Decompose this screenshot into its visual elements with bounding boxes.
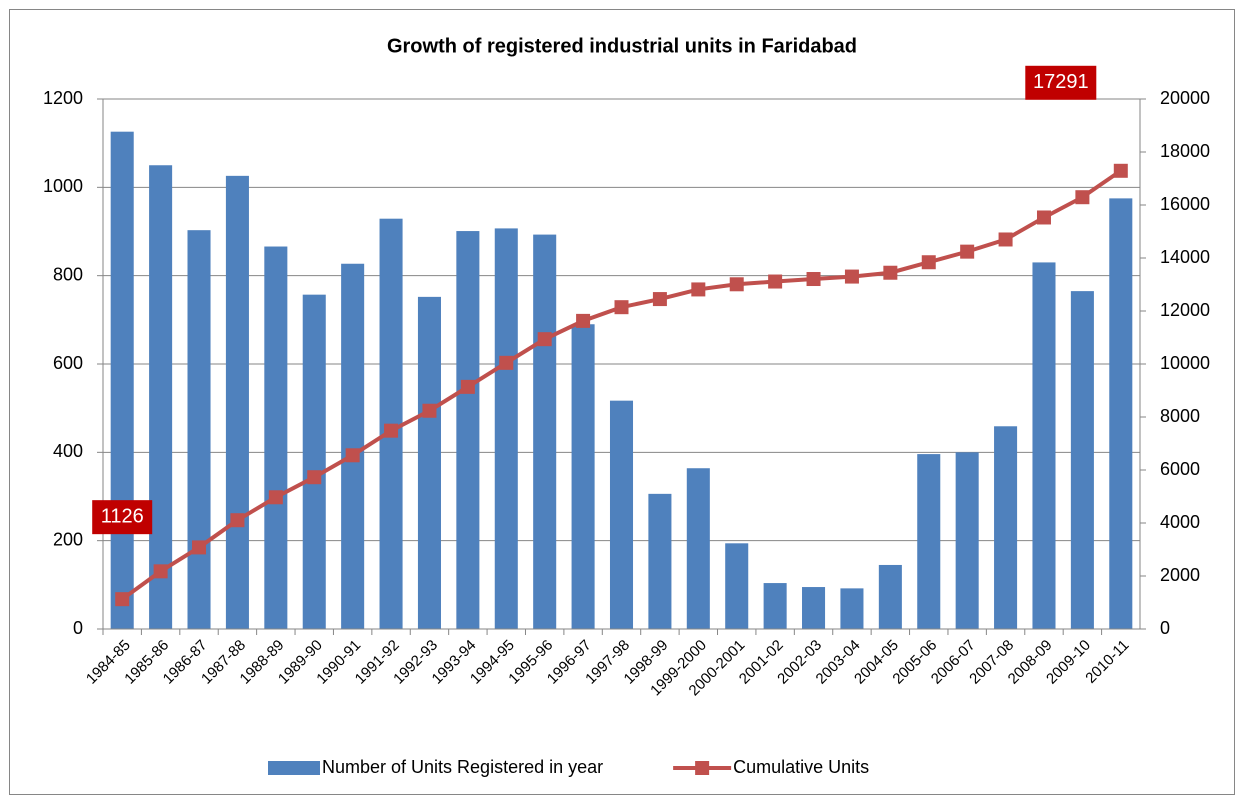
line-marker xyxy=(499,355,514,370)
line-marker xyxy=(1036,210,1051,225)
bar xyxy=(1109,198,1133,629)
line-marker xyxy=(960,244,975,259)
line-marker xyxy=(1075,190,1090,205)
bar xyxy=(609,400,634,629)
line-marker xyxy=(729,277,744,292)
data-label-box xyxy=(1025,65,1097,100)
bar xyxy=(725,543,749,629)
bar xyxy=(264,246,288,629)
bar xyxy=(341,263,365,629)
bar xyxy=(456,231,480,629)
y2-tick-label: 4000 xyxy=(1160,512,1200,532)
bar xyxy=(840,588,864,629)
bar xyxy=(878,564,902,629)
y-tick-label: 800 xyxy=(53,264,83,284)
line-marker xyxy=(576,313,591,328)
bar xyxy=(302,294,326,629)
y-tick-label: 1000 xyxy=(43,176,83,196)
line-marker xyxy=(422,403,437,418)
bar xyxy=(149,165,173,629)
bar xyxy=(917,454,941,629)
line-marker xyxy=(268,490,283,505)
y2-tick-label: 20000 xyxy=(1160,88,1210,108)
y2-tick-label: 0 xyxy=(1160,618,1170,638)
y2-tick-label: 18000 xyxy=(1160,141,1210,161)
line-marker xyxy=(307,470,322,485)
y2-tick-label: 16000 xyxy=(1160,194,1210,214)
y-tick-label: 1200 xyxy=(43,88,83,108)
y2-tick-label: 2000 xyxy=(1160,565,1200,585)
data-label: 1126 xyxy=(101,505,144,527)
legend-label: Number of Units Registered in year xyxy=(322,757,603,777)
bar xyxy=(955,452,979,629)
bar xyxy=(110,131,134,629)
bar xyxy=(802,587,826,629)
line-marker xyxy=(537,332,552,347)
legend-label: Cumulative Units xyxy=(733,757,869,777)
chart-title: Growth of registered industrial units in… xyxy=(387,35,857,57)
bar xyxy=(417,296,441,629)
bar xyxy=(225,175,249,629)
line-marker xyxy=(192,540,207,555)
bar xyxy=(686,468,710,629)
data-label: 17291 xyxy=(1033,71,1089,93)
y2-tick-label: 14000 xyxy=(1160,247,1210,267)
y2-tick-label: 8000 xyxy=(1160,406,1200,426)
bar xyxy=(571,324,595,629)
line-marker xyxy=(384,423,399,438)
data-label-box xyxy=(92,500,153,535)
bar xyxy=(994,426,1018,629)
bar xyxy=(1070,291,1094,629)
legend-marker xyxy=(695,761,710,775)
y-tick-label: 0 xyxy=(73,618,83,638)
line-marker xyxy=(1113,163,1128,178)
bar xyxy=(494,228,518,630)
line-marker xyxy=(844,269,859,284)
bar xyxy=(763,583,787,629)
y2-tick-label: 6000 xyxy=(1160,459,1200,479)
line-marker xyxy=(115,592,130,607)
y-tick-label: 200 xyxy=(53,529,83,549)
bar xyxy=(1032,262,1056,629)
line-marker xyxy=(345,448,360,463)
y-tick-label: 400 xyxy=(53,441,83,461)
line-marker xyxy=(153,564,168,579)
line-marker xyxy=(691,282,706,297)
line-marker xyxy=(614,300,629,315)
bar xyxy=(533,234,557,629)
bar xyxy=(648,493,672,629)
line-marker xyxy=(998,232,1013,247)
line-marker xyxy=(652,292,667,307)
bar xyxy=(187,230,211,630)
line-marker xyxy=(460,379,475,394)
legend-swatch xyxy=(268,761,320,775)
line-marker xyxy=(883,265,898,280)
line-marker xyxy=(230,513,245,528)
line-marker xyxy=(768,274,783,289)
y-tick-label: 600 xyxy=(53,353,83,373)
y2-tick-label: 10000 xyxy=(1160,353,1210,373)
line-marker xyxy=(921,255,936,270)
line-marker xyxy=(806,272,821,287)
y2-tick-label: 12000 xyxy=(1160,300,1210,320)
